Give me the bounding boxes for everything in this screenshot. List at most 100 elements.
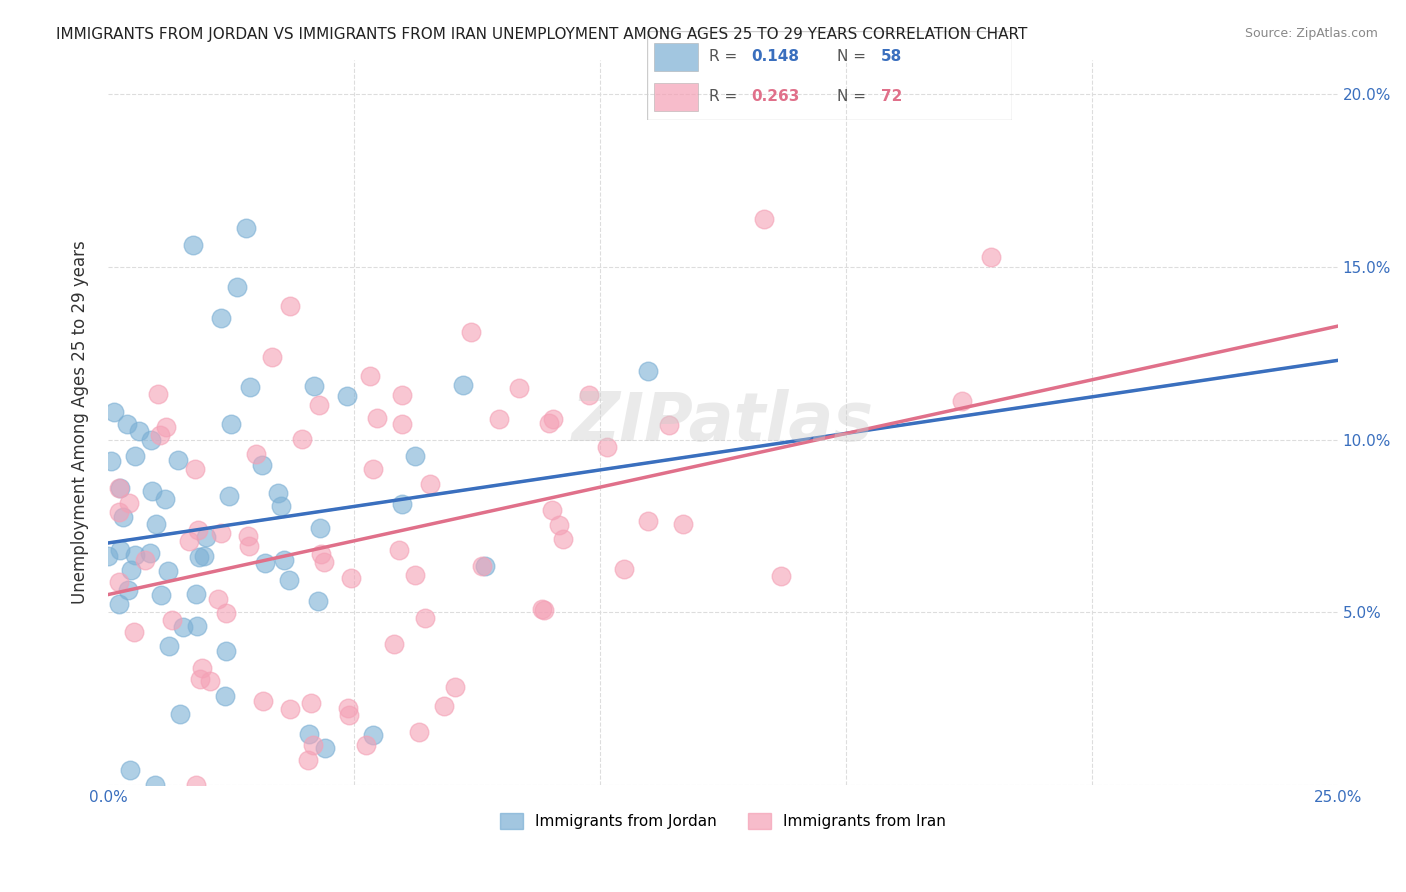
Point (391, 417, 413, 432)
Point (221, 417, 243, 432)
FancyBboxPatch shape (654, 43, 697, 71)
Point (361, 728, 384, 742)
Point (302, 379, 325, 393)
Point (145, 516, 167, 531)
Point (273, 553, 295, 567)
Point (297, 753, 319, 767)
Point (177, 533, 200, 548)
Point (198, 674, 221, 689)
Point (354, 738, 377, 752)
Point (214, 689, 236, 703)
Point (541, 411, 564, 425)
Point (388, 542, 411, 557)
Point (531, 602, 554, 616)
Point (218, 489, 240, 503)
Point (637, 514, 659, 528)
Point (444, 680, 467, 694)
Point (578, 388, 600, 402)
Point (474, 559, 496, 574)
Point (97, 549, 120, 563)
Point (215, 607, 238, 621)
Point (160, 613, 183, 627)
Point (194, 530, 217, 544)
Y-axis label: Unemployment Among Ages 25 to 29 years: Unemployment Among Ages 25 to 29 years (72, 241, 89, 604)
Point (207, 591, 229, 606)
Point (108, 542, 131, 557)
Point (108, 481, 131, 495)
Point (533, 603, 555, 617)
Point (752, 211, 775, 226)
Point (312, 555, 335, 569)
Point (148, 387, 170, 401)
Point (672, 517, 695, 532)
Point (107, 482, 129, 496)
Point (190, 672, 212, 686)
Point (391, 387, 413, 401)
Point (366, 410, 388, 425)
Point (950, 394, 973, 409)
Point (337, 708, 360, 723)
Point (658, 418, 681, 433)
Point (537, 416, 560, 430)
Point (184, 778, 207, 792)
Point (103, 405, 125, 419)
Point (245, 447, 267, 461)
Point (187, 550, 209, 565)
Text: 58: 58 (880, 49, 903, 63)
Point (239, 380, 262, 394)
Point (361, 462, 384, 476)
Point (186, 587, 208, 601)
Point (308, 398, 330, 412)
Point (186, 619, 208, 633)
Point (108, 574, 131, 589)
Text: Source: ZipAtlas.com: Source: ZipAtlas.com (1244, 27, 1378, 40)
Point (254, 556, 277, 570)
Point (298, 727, 321, 741)
Point (108, 597, 131, 611)
Point (391, 498, 413, 512)
Text: IMMIGRANTS FROM JORDAN VS IMMIGRANTS FROM IRAN UNEMPLOYMENT AMONG AGES 25 TO 29 : IMMIGRANTS FROM JORDAN VS IMMIGRANTS FRO… (56, 27, 1028, 42)
Point (100, 454, 122, 468)
Point (215, 644, 238, 658)
Point (141, 433, 163, 447)
Point (156, 564, 179, 578)
Point (252, 694, 274, 708)
Point (637, 364, 659, 378)
Point (169, 707, 191, 722)
Point (134, 553, 156, 567)
Text: N =: N = (837, 49, 870, 63)
Point (553, 532, 575, 546)
Point (408, 724, 430, 739)
Point (167, 453, 190, 467)
Point (150, 588, 173, 602)
Point (235, 220, 257, 235)
Point (309, 547, 332, 561)
Point (155, 420, 177, 434)
Point (115, 417, 138, 432)
Text: 0.263: 0.263 (751, 89, 800, 103)
Point (128, 424, 150, 438)
Point (308, 521, 330, 535)
Point (108, 505, 131, 519)
Point (143, 778, 166, 792)
Point (278, 573, 301, 587)
Point (120, 764, 142, 778)
Point (488, 411, 510, 425)
Point (460, 325, 482, 339)
Point (404, 568, 426, 582)
Point (267, 486, 290, 500)
Point (404, 449, 426, 463)
Point (122, 624, 145, 639)
Point (250, 458, 273, 472)
Point (155, 491, 177, 506)
Point (280, 702, 302, 716)
Point (139, 546, 162, 560)
Point (596, 440, 619, 454)
Point (299, 696, 322, 710)
Text: 72: 72 (880, 89, 903, 103)
Point (187, 524, 209, 538)
Point (769, 569, 792, 583)
Point (141, 484, 163, 499)
Point (451, 378, 474, 392)
Point (238, 539, 260, 553)
